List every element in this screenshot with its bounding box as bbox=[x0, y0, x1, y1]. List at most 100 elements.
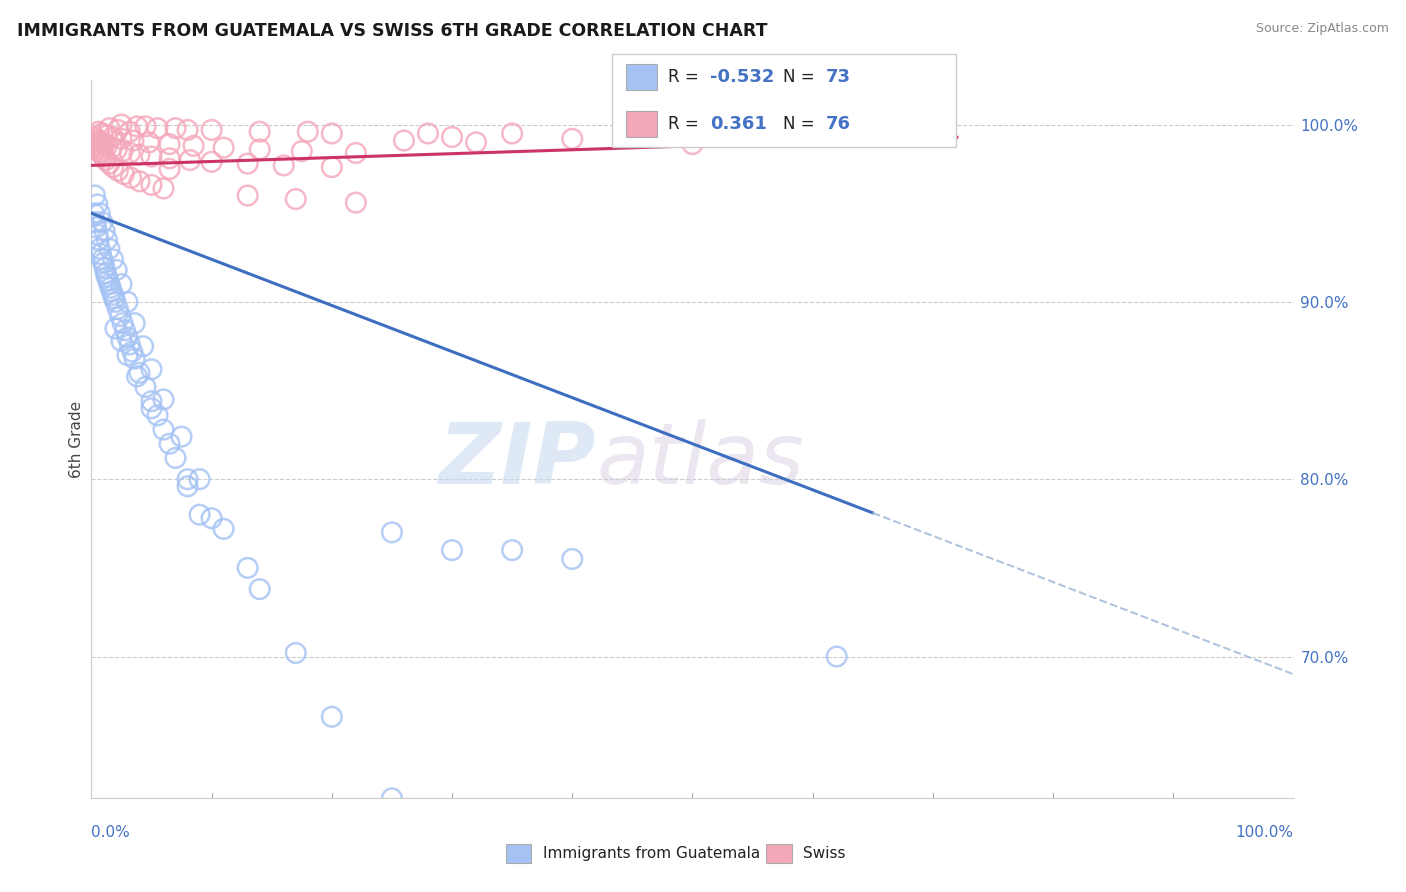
Point bbox=[273, 158, 295, 172]
Point bbox=[125, 120, 148, 134]
Point bbox=[83, 206, 105, 220]
Point bbox=[236, 188, 259, 202]
Point bbox=[146, 121, 169, 136]
Point bbox=[96, 270, 118, 285]
Point bbox=[93, 137, 115, 152]
Point bbox=[141, 401, 163, 416]
Point bbox=[141, 394, 163, 409]
Point bbox=[146, 409, 169, 423]
Point bbox=[100, 281, 122, 295]
Point bbox=[284, 646, 307, 660]
Point bbox=[159, 151, 181, 165]
Point bbox=[87, 134, 110, 148]
Point bbox=[87, 125, 110, 139]
Point bbox=[416, 127, 439, 141]
Point bbox=[141, 178, 163, 192]
Point bbox=[101, 288, 124, 302]
Point bbox=[90, 145, 112, 160]
Point bbox=[110, 309, 132, 323]
Point bbox=[124, 316, 146, 330]
Point bbox=[249, 143, 271, 157]
Point bbox=[128, 366, 150, 380]
Point bbox=[107, 301, 129, 316]
Text: N =: N = bbox=[783, 68, 820, 87]
Point bbox=[236, 561, 259, 575]
Point bbox=[134, 380, 156, 394]
Point bbox=[176, 479, 198, 493]
Point bbox=[152, 392, 174, 407]
Point bbox=[91, 252, 114, 267]
Point bbox=[118, 145, 141, 160]
Point bbox=[84, 132, 107, 146]
Point bbox=[321, 127, 343, 141]
Point bbox=[101, 160, 124, 174]
Point bbox=[84, 137, 107, 152]
Point bbox=[561, 552, 583, 566]
Text: 0.0%: 0.0% bbox=[91, 825, 131, 840]
Point bbox=[501, 543, 523, 558]
Point bbox=[561, 132, 583, 146]
Point bbox=[159, 137, 181, 152]
Point bbox=[84, 188, 107, 202]
Point bbox=[188, 472, 211, 486]
Text: N =: N = bbox=[783, 115, 820, 133]
Point bbox=[132, 339, 155, 353]
Point bbox=[96, 233, 118, 247]
Point bbox=[111, 316, 134, 330]
Text: R =: R = bbox=[668, 68, 704, 87]
Point bbox=[621, 128, 644, 143]
Point bbox=[87, 233, 110, 247]
Point bbox=[201, 154, 224, 169]
Text: 100.0%: 100.0% bbox=[1236, 825, 1294, 840]
Point bbox=[825, 649, 848, 664]
Point bbox=[134, 120, 156, 134]
Point bbox=[117, 330, 139, 344]
Point bbox=[440, 543, 463, 558]
Point bbox=[89, 206, 111, 220]
Point bbox=[152, 423, 174, 437]
Point bbox=[176, 123, 198, 137]
Point bbox=[90, 247, 112, 261]
Point bbox=[170, 430, 193, 444]
Point bbox=[344, 195, 367, 210]
Point bbox=[141, 362, 163, 376]
Point bbox=[93, 224, 115, 238]
Point bbox=[104, 321, 127, 335]
Point bbox=[89, 242, 111, 256]
Point bbox=[125, 369, 148, 384]
Point bbox=[91, 215, 114, 229]
Point bbox=[86, 141, 108, 155]
Point bbox=[141, 149, 163, 163]
Point bbox=[114, 323, 136, 337]
Point bbox=[110, 277, 132, 292]
Point bbox=[124, 351, 146, 366]
Point bbox=[138, 136, 160, 150]
Point bbox=[110, 334, 132, 348]
Point bbox=[96, 128, 118, 143]
Text: atlas: atlas bbox=[596, 419, 804, 502]
Point bbox=[110, 118, 132, 132]
Text: 73: 73 bbox=[825, 68, 851, 87]
Point bbox=[249, 125, 271, 139]
Point bbox=[381, 525, 404, 540]
Point bbox=[117, 294, 139, 309]
Point bbox=[90, 136, 112, 150]
Point bbox=[107, 123, 129, 137]
Point bbox=[91, 147, 114, 161]
Point bbox=[284, 192, 307, 206]
Point bbox=[101, 285, 124, 299]
Point bbox=[93, 261, 115, 276]
Point bbox=[84, 139, 107, 153]
Point bbox=[159, 161, 181, 176]
Text: Swiss: Swiss bbox=[803, 847, 845, 861]
Point bbox=[183, 139, 205, 153]
Point bbox=[112, 167, 135, 181]
Point bbox=[89, 145, 111, 159]
Point bbox=[321, 710, 343, 724]
Text: 0.361: 0.361 bbox=[710, 115, 766, 133]
Point bbox=[96, 139, 118, 153]
Point bbox=[118, 125, 141, 139]
Text: Immigrants from Guatemala: Immigrants from Guatemala bbox=[543, 847, 761, 861]
Point bbox=[83, 136, 105, 150]
Text: R =: R = bbox=[668, 115, 704, 133]
